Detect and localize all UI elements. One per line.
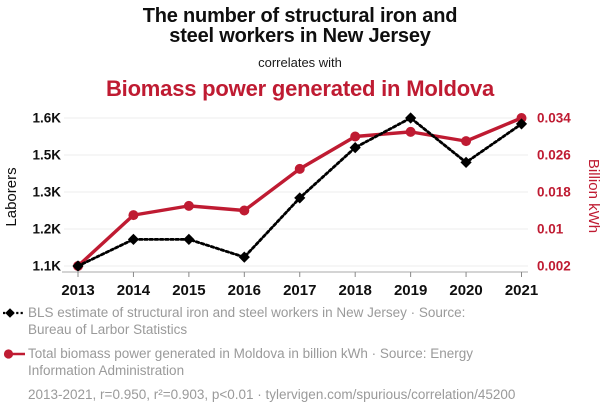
legend-item-biomass: Total biomass power generated in Moldova… [3, 345, 594, 379]
chart-header: The number of structural iron and steel … [0, 6, 600, 102]
data-point-diamond [515, 118, 528, 130]
right-axis-title: Billion kWh [585, 159, 600, 233]
legend-line: Total biomass power generated in Moldova… [28, 346, 473, 361]
data-point-circle [128, 210, 139, 221]
data-point-diamond [183, 233, 195, 245]
data-point-diamond [127, 233, 140, 245]
left-tick-label: 1.6K [32, 111, 61, 126]
x-tick-label: 2019 [394, 282, 427, 299]
x-tick-label: 2013 [61, 282, 94, 299]
legend-item-iron-workers: BLS estimate of structural iron and stee… [3, 304, 594, 338]
legend: BLS estimate of structural iron and stee… [3, 304, 594, 403]
legend-line: BLS estimate of structural iron and stee… [28, 305, 466, 320]
x-tick-label: 2014 [117, 282, 151, 299]
data-point-diamond [405, 112, 417, 124]
data-point-diamond [349, 142, 361, 154]
x-tick-label: 2015 [172, 282, 205, 299]
title-line-1: The number of structural iron and [142, 5, 458, 27]
right-tick-label: 0.034 [537, 111, 571, 126]
data-point-circle [294, 163, 305, 174]
x-tick-label: 2016 [228, 282, 261, 299]
left-axis-title: Laborers [3, 167, 20, 226]
left-tick-label: 1.1K [32, 259, 61, 274]
data-point-circle [183, 200, 194, 211]
x-tick-label: 2017 [283, 282, 316, 299]
x-tick-label: 2020 [449, 282, 482, 299]
black-diamond-dashed-icon [3, 308, 25, 318]
stats-line: 2013-2021, r=0.950, r²=0.903, p<0.01 · t… [28, 387, 516, 402]
data-point-circle [461, 136, 472, 147]
right-tick-label: 0.002 [537, 259, 571, 274]
subtitle-red: Biomass power generated in Moldova [105, 76, 495, 101]
data-point-diamond [294, 192, 306, 204]
data-point-circle [239, 205, 250, 216]
data-point-diamond [72, 260, 84, 272]
left-tick-label: 1.3K [32, 185, 61, 200]
red-circle-solid-icon [3, 349, 25, 359]
left-tick-label: 1.2K [32, 222, 61, 237]
dual-axis-line-chart: 2013 2014 2015 2016 2017 2018 2019 2020 2021 1.1K… [3, 111, 600, 300]
right-tick-label: 0.026 [537, 148, 571, 163]
right-tick-label: 0.01 [537, 222, 564, 237]
legend-item-text: Total biomass power generated in Moldova… [28, 345, 473, 379]
correlates-with-text: correlates with [258, 55, 342, 70]
x-tick-label: 2021 [505, 282, 538, 299]
data-point-diamond [460, 156, 472, 168]
title-line-2: steel workers in New Jersey [169, 25, 431, 47]
legend-line: Bureau of Larbor Statistics [28, 322, 188, 337]
data-point-circle [516, 113, 527, 123]
data-point-circle [405, 126, 416, 137]
left-tick-label: 1.5K [32, 148, 61, 163]
legend-item-text: BLS estimate of structural iron and stee… [28, 304, 465, 338]
data-point-circle [350, 131, 361, 142]
right-tick-label: 0.018 [537, 185, 571, 200]
x-tick-label: 2018 [339, 282, 372, 299]
legend-line: Information Administration [28, 363, 185, 378]
